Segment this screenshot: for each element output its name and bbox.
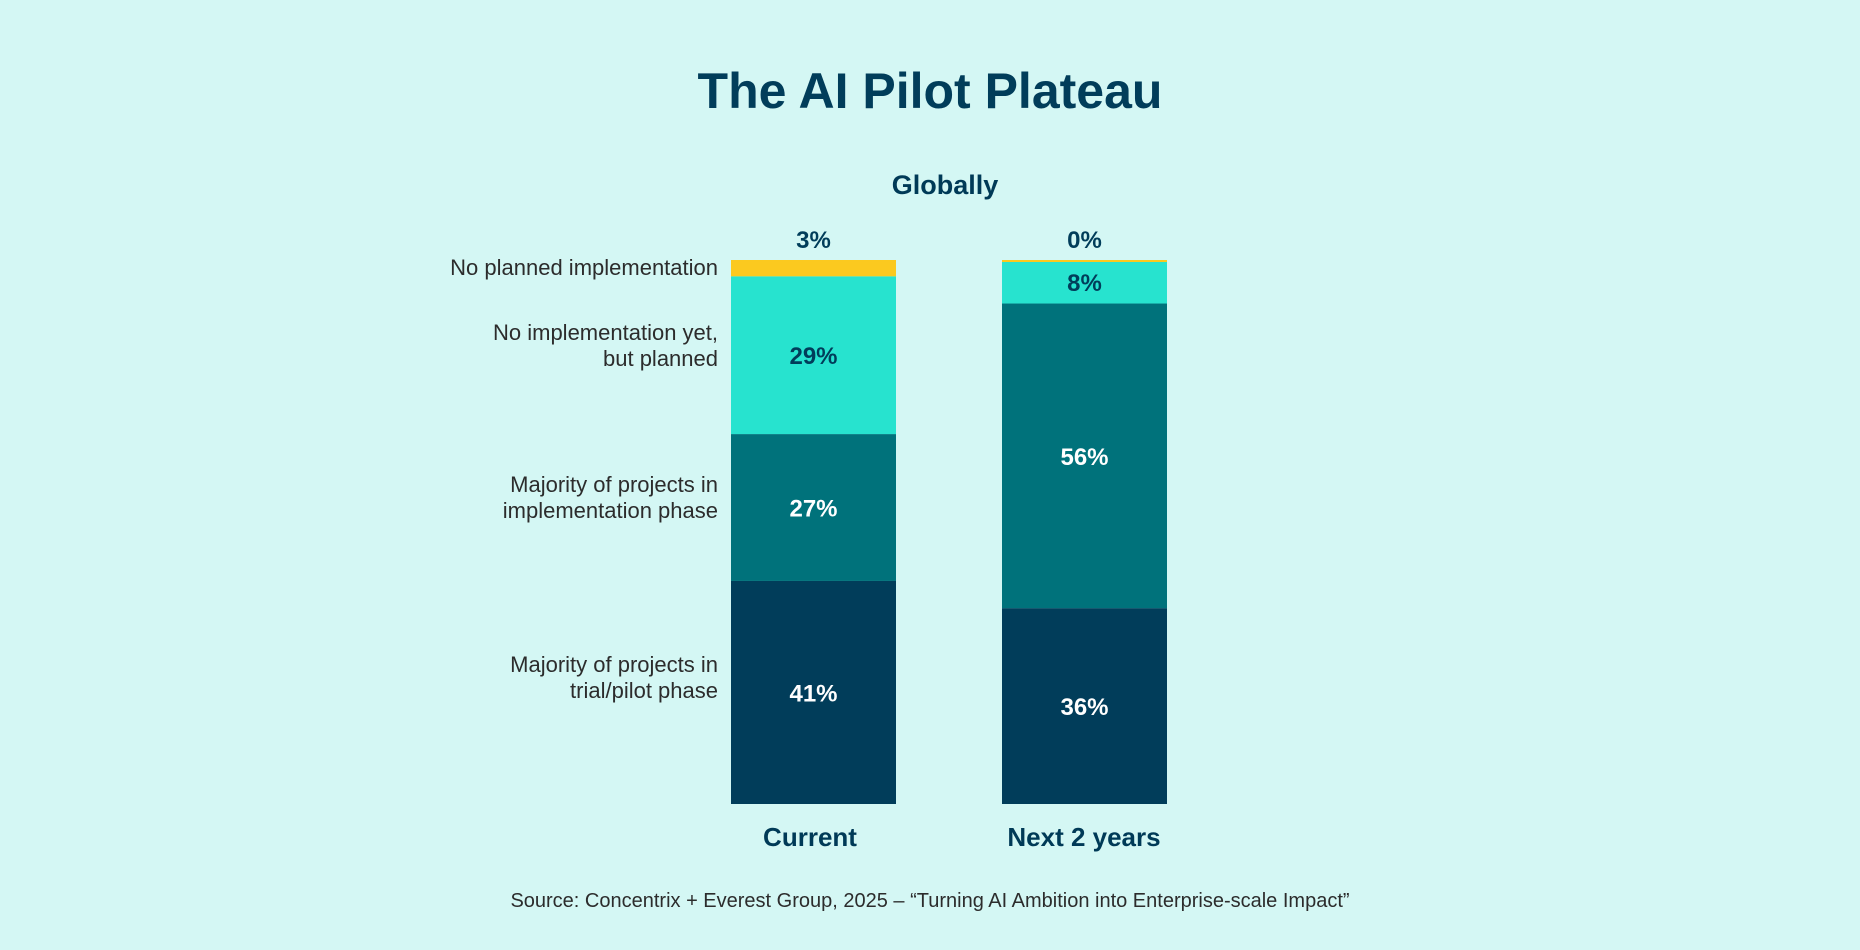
data-label: 27% bbox=[789, 496, 837, 523]
bar-segment bbox=[731, 580, 896, 804]
label-line: Majority of projects in bbox=[510, 472, 718, 497]
label-line: No implementation yet, bbox=[493, 320, 718, 345]
bar-segment bbox=[1002, 608, 1167, 804]
row-label-planned: No implementation yet, but planned bbox=[318, 320, 718, 372]
row-label-no-planned: No planned implementation bbox=[318, 255, 718, 281]
source-note: Source: Concentrix + Everest Group, 2025… bbox=[510, 890, 1350, 912]
data-label: 41% bbox=[789, 680, 837, 707]
bar-segment bbox=[1002, 260, 1167, 304]
data-label: 3% bbox=[796, 227, 831, 254]
label-line: trial/pilot phase bbox=[570, 678, 718, 703]
label-line: but planned bbox=[603, 346, 718, 371]
row-label-pilot: Majority of projects in trial/pilot phase bbox=[318, 652, 718, 704]
chart-title: The AI Pilot Plateau bbox=[697, 63, 1163, 119]
data-label: 0% bbox=[1067, 227, 1102, 254]
label-line: No planned implementation bbox=[450, 255, 718, 280]
bar-segment bbox=[731, 276, 896, 435]
category-label-next-2-years: Next 2 years bbox=[1007, 822, 1161, 852]
row-label-implementation: Majority of projects in implementation ph… bbox=[318, 472, 718, 524]
bar-segment bbox=[1002, 303, 1167, 609]
chart-subtitle: Globally bbox=[891, 170, 999, 200]
data-label: 56% bbox=[1060, 444, 1108, 471]
data-label: 29% bbox=[789, 343, 837, 370]
label-line: implementation phase bbox=[502, 498, 718, 523]
bar-segment bbox=[1002, 260, 1167, 262]
data-label: 8% bbox=[1067, 270, 1102, 297]
bar-segment bbox=[731, 434, 896, 581]
label-line: Majority of projects in bbox=[510, 652, 718, 677]
data-label: 36% bbox=[1060, 694, 1108, 721]
category-label-current: Current bbox=[763, 822, 857, 852]
bar-segment bbox=[731, 260, 896, 277]
